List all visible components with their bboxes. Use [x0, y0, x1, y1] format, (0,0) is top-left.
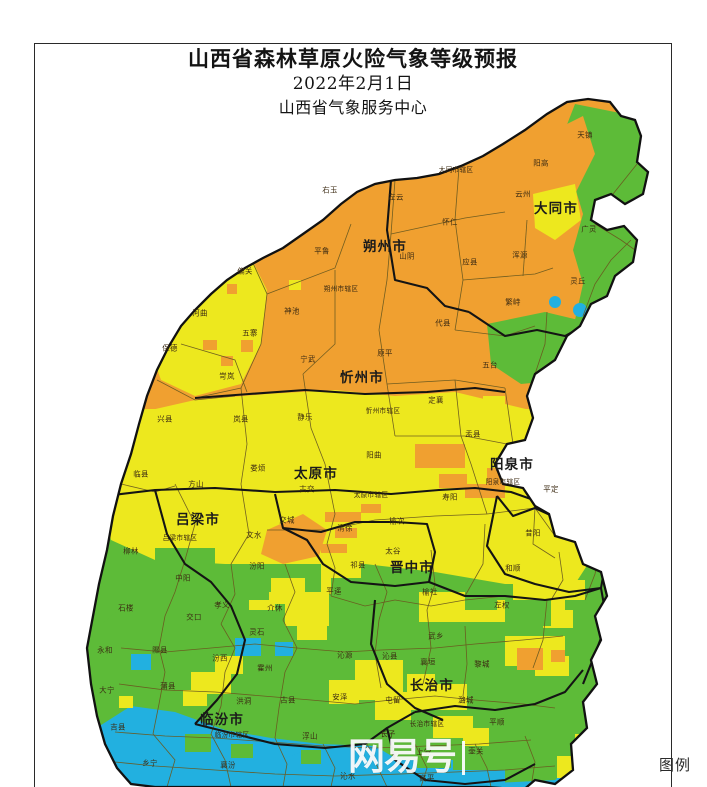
issuer-name: 山西省气象服务中心	[278, 98, 428, 117]
province-outline	[85, 97, 650, 787]
map-svg	[35, 44, 671, 787]
province-map: 天镇 阳高 大同市辖区 右玉 左云 云州 怀仁 广灵 平鲁 山阴 应县 浑源 灵丘 偏关 朔州市辖区 繁峙 河曲…	[35, 44, 671, 787]
page-title: 山西省森林草原火险气象等级预报	[188, 46, 518, 71]
title-block: 山西省森林草原火险气象等级预报 2022年2月1日 山西省气象服务中心	[34, 46, 672, 119]
forecast-date: 2022年2月1日	[292, 74, 414, 94]
legend-label: 图例	[658, 756, 691, 774]
